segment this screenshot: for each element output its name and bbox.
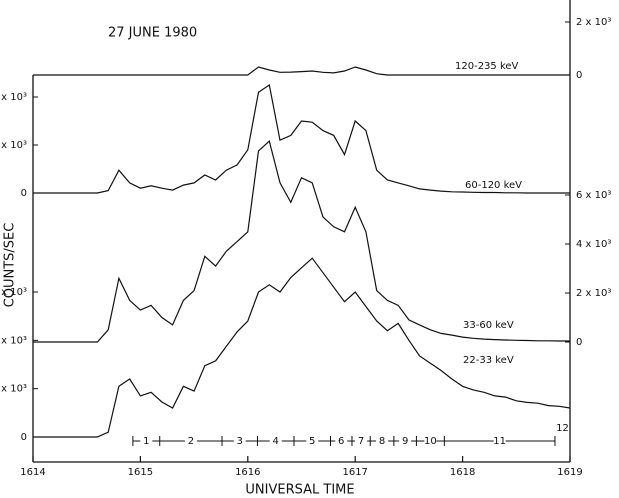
y-tick-label: 0 xyxy=(21,188,27,199)
y-tick-label: 4 x 10³ xyxy=(576,239,611,250)
interval-label: 6 xyxy=(338,436,344,447)
x-tick-label: 1618 xyxy=(450,467,475,478)
interval-label: 9 xyxy=(402,436,408,447)
chart-title: 27 JUNE 1980 xyxy=(108,26,197,41)
interval-label: 10 xyxy=(424,436,437,447)
x-tick-label: 1619 xyxy=(557,467,582,478)
interval-label-bg xyxy=(424,435,437,447)
y-tick-label: 2 x 10³ xyxy=(576,17,611,28)
trace xyxy=(33,139,570,343)
y-tick-label: 4 x 10³ xyxy=(0,335,27,346)
y-tick-label: 6 x 10³ xyxy=(0,287,27,298)
trace xyxy=(33,257,571,438)
interval-label-bg xyxy=(556,421,569,433)
interval-label-bg xyxy=(184,435,197,447)
y-tick-label: 0 xyxy=(576,337,582,348)
series-label: 120-235 keV xyxy=(455,61,519,72)
interval-label-bg xyxy=(335,435,348,447)
y-tick-label: 2 x 10³ xyxy=(576,288,611,299)
x-tick-label: 1616 xyxy=(235,467,260,478)
interval-label: 5 xyxy=(309,436,315,447)
x-tick-label: 1617 xyxy=(342,467,367,478)
x-tick-label: 1615 xyxy=(128,467,153,478)
series-label: 22-33 keV xyxy=(463,355,514,366)
trace xyxy=(33,66,570,76)
interval-label: 2 xyxy=(188,436,194,447)
y-tick-label: 6 x 10³ xyxy=(576,190,611,201)
interval-label-bg xyxy=(140,435,153,447)
interval-label: 4 xyxy=(273,436,279,447)
y-tick-label: 2 x 10³ xyxy=(0,384,27,395)
interval-label-bg xyxy=(233,435,246,447)
y-tick-label: 4 x 10³ xyxy=(0,92,27,103)
interval-label-bg xyxy=(493,435,506,447)
interval-label: 12 xyxy=(556,423,569,434)
y-axis-label: COUNTS/SEC xyxy=(3,223,18,308)
x-tick-label: 1614 xyxy=(20,467,45,478)
interval-label-bg xyxy=(376,435,389,447)
interval-label: 3 xyxy=(237,436,243,447)
trace xyxy=(33,84,570,194)
interval-label: 11 xyxy=(493,436,506,447)
interval-label: 8 xyxy=(379,436,385,447)
interval-label-bg xyxy=(269,435,282,447)
y-tick-label: 2 x 10³ xyxy=(0,140,27,151)
series-label: 60-120 keV xyxy=(465,180,522,191)
interval-label: 1 xyxy=(143,436,149,447)
interval-label-bg xyxy=(306,435,319,447)
interval-label-bg xyxy=(355,435,368,447)
y-tick-label: 0 xyxy=(576,70,582,81)
interval-label-bg xyxy=(399,435,412,447)
y-tick-label: 0 xyxy=(21,432,27,443)
interval-label: 7 xyxy=(358,436,364,447)
x-axis-label: UNIVERSAL TIME xyxy=(245,483,354,498)
series-label: 33-60 keV xyxy=(463,320,514,331)
